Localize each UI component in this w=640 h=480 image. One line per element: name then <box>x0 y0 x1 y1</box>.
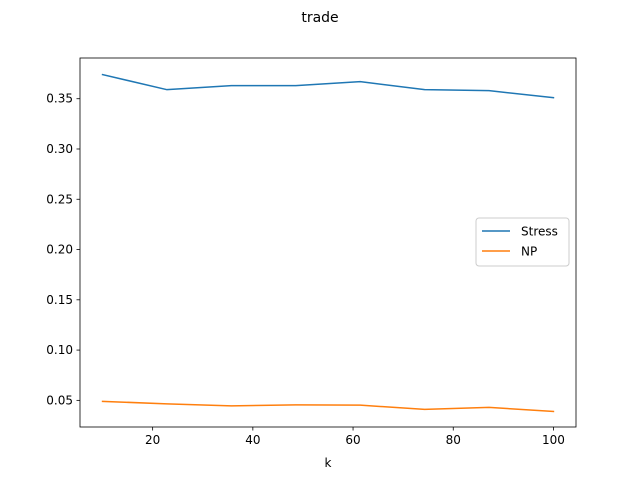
y-tick-label: 0.05 <box>46 393 73 407</box>
y-axis: 0.05 0.10 0.15 0.20 0.25 0.30 0.35 <box>46 92 80 407</box>
x-tick-label: 20 <box>145 433 160 447</box>
chart-title: trade <box>301 10 338 26</box>
y-tick-label: 0.25 <box>46 192 73 206</box>
plot-area <box>101 73 555 413</box>
x-tick-label: 80 <box>446 433 461 447</box>
x-tick-label: 60 <box>345 433 360 447</box>
legend: Stress NP <box>475 217 570 267</box>
series-line-np <box>101 400 555 413</box>
x-tick-label: 100 <box>542 433 565 447</box>
y-tick-label: 0.20 <box>46 243 73 257</box>
x-tick-label: 40 <box>245 433 260 447</box>
y-tick-label: 0.15 <box>46 293 73 307</box>
plot-frame <box>79 57 577 428</box>
y-tick-label: 0.30 <box>46 142 73 156</box>
x-axis: 20 40 60 80 100 <box>145 427 565 447</box>
series-line-stress <box>101 73 555 99</box>
legend-box <box>475 217 570 267</box>
y-tick-label: 0.35 <box>46 92 73 106</box>
legend-label-np: NP <box>521 245 537 259</box>
x-axis-label: k <box>325 456 332 470</box>
y-tick-label: 0.10 <box>46 343 73 357</box>
legend-label-stress: Stress <box>521 225 558 239</box>
